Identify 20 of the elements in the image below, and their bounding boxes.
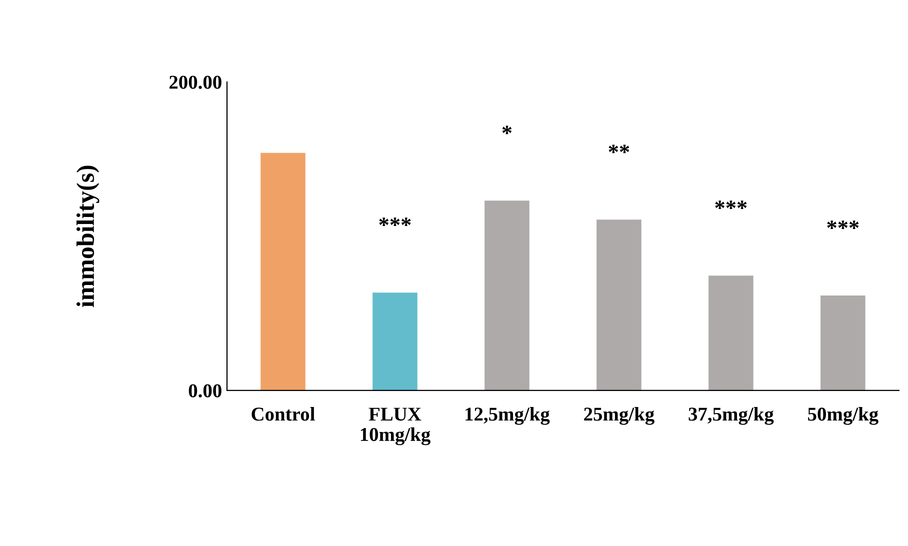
data-label: *** (379, 218, 411, 226)
bar (596, 220, 642, 390)
data-label: *** (827, 220, 859, 229)
bar (372, 292, 418, 390)
x-tick-label: 25mg/kg (584, 407, 654, 425)
y-tick-label: 200.00 (169, 76, 222, 89)
bar (820, 296, 866, 390)
x-tick-label: 12,5mg/kg (466, 407, 550, 425)
bar (484, 200, 530, 390)
x-tick-label: FLUX 10mg/kg (360, 408, 430, 446)
x-tick-label: 50mg/kg (808, 407, 878, 425)
x-tick-label: 37,5mg/kg (688, 407, 774, 425)
x-tick-label: Control (252, 407, 315, 421)
data-label: * (502, 126, 512, 134)
data-label: *** (715, 200, 747, 210)
data-label: ** (608, 144, 630, 154)
y-axis-title: immobility(s) (76, 166, 100, 308)
y-tick-label: 0.00 (188, 384, 222, 398)
bar (260, 152, 306, 390)
bar (708, 276, 754, 390)
